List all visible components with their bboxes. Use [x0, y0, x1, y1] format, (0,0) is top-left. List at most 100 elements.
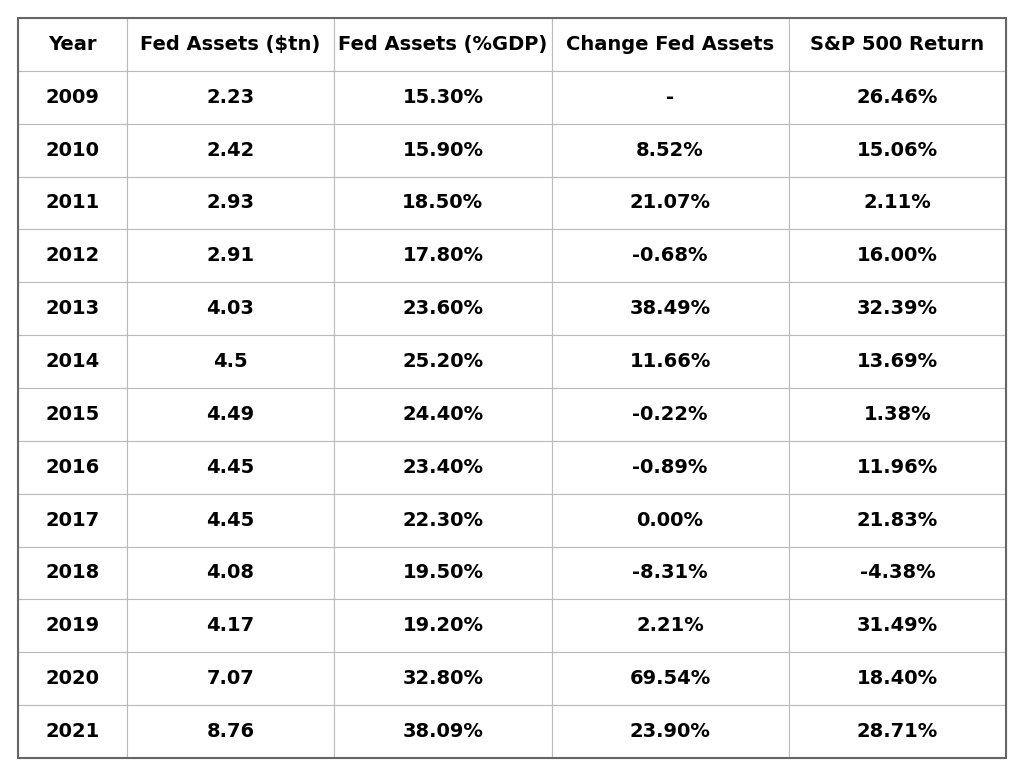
Text: 4.08: 4.08 — [207, 564, 254, 582]
Bar — [334, 283, 552, 335]
Text: 38.09%: 38.09% — [402, 722, 483, 741]
Text: -8.31%: -8.31% — [632, 564, 708, 582]
Text: 2013: 2013 — [45, 300, 99, 318]
Text: 32.39%: 32.39% — [857, 300, 938, 318]
Bar — [127, 652, 334, 705]
Bar — [127, 124, 334, 177]
Bar — [127, 388, 334, 441]
Bar — [788, 494, 1006, 547]
Text: 23.40%: 23.40% — [402, 458, 483, 477]
Bar — [334, 124, 552, 177]
Bar — [127, 18, 334, 71]
Text: 17.80%: 17.80% — [402, 247, 483, 266]
Bar — [18, 71, 127, 124]
Bar — [788, 230, 1006, 283]
Bar — [334, 230, 552, 283]
Bar — [552, 124, 788, 177]
Text: 7.07: 7.07 — [207, 669, 254, 688]
Bar — [552, 652, 788, 705]
Text: 2012: 2012 — [45, 247, 99, 266]
Bar — [334, 547, 552, 600]
Bar — [552, 283, 788, 335]
Text: 2.91: 2.91 — [207, 247, 255, 266]
Bar — [127, 547, 334, 600]
Bar — [127, 705, 334, 758]
Text: 2009: 2009 — [45, 88, 99, 107]
Bar — [18, 388, 127, 441]
Text: 2014: 2014 — [45, 352, 99, 371]
Bar — [334, 71, 552, 124]
Text: 18.40%: 18.40% — [857, 669, 938, 688]
Text: -0.89%: -0.89% — [633, 458, 708, 477]
Bar — [788, 335, 1006, 388]
Text: 4.45: 4.45 — [206, 511, 255, 530]
Text: 19.20%: 19.20% — [402, 617, 483, 635]
Text: 31.49%: 31.49% — [857, 617, 938, 635]
Text: 15.90%: 15.90% — [402, 141, 483, 160]
Text: 2019: 2019 — [45, 617, 99, 635]
Text: 8.76: 8.76 — [207, 722, 255, 741]
Text: 21.83%: 21.83% — [857, 511, 938, 530]
Text: 2.21%: 2.21% — [636, 617, 703, 635]
Bar — [127, 600, 334, 652]
Bar — [552, 388, 788, 441]
Bar — [127, 494, 334, 547]
Bar — [788, 18, 1006, 71]
Bar — [18, 124, 127, 177]
Bar — [334, 600, 552, 652]
Bar — [18, 335, 127, 388]
Bar — [334, 335, 552, 388]
Text: S&P 500 Return: S&P 500 Return — [810, 35, 984, 54]
Bar — [334, 441, 552, 494]
Bar — [127, 441, 334, 494]
Bar — [127, 177, 334, 230]
Text: -4.38%: -4.38% — [859, 564, 935, 582]
Bar — [334, 494, 552, 547]
Text: 8.52%: 8.52% — [636, 141, 703, 160]
Text: 19.50%: 19.50% — [402, 564, 483, 582]
Bar — [788, 547, 1006, 600]
Text: 18.50%: 18.50% — [402, 194, 483, 213]
Bar — [552, 177, 788, 230]
Text: 32.80%: 32.80% — [402, 669, 483, 688]
Bar — [127, 283, 334, 335]
Bar — [334, 705, 552, 758]
Text: 25.20%: 25.20% — [402, 352, 483, 371]
Bar — [552, 71, 788, 124]
Bar — [18, 652, 127, 705]
Text: 4.03: 4.03 — [207, 300, 254, 318]
Text: 26.46%: 26.46% — [857, 88, 938, 107]
Text: 2.11%: 2.11% — [863, 194, 931, 213]
Text: 15.30%: 15.30% — [402, 88, 483, 107]
Text: 22.30%: 22.30% — [402, 511, 483, 530]
Bar — [334, 388, 552, 441]
Text: 15.06%: 15.06% — [857, 141, 938, 160]
Bar — [788, 705, 1006, 758]
Text: 2.23: 2.23 — [207, 88, 255, 107]
Bar — [334, 18, 552, 71]
Text: 2.42: 2.42 — [206, 141, 255, 160]
Bar — [788, 283, 1006, 335]
Text: Change Fed Assets: Change Fed Assets — [566, 35, 774, 54]
Text: 2021: 2021 — [45, 722, 99, 741]
Text: -0.68%: -0.68% — [633, 247, 708, 266]
Text: 23.90%: 23.90% — [630, 722, 711, 741]
Bar — [18, 441, 127, 494]
Text: 2018: 2018 — [45, 564, 99, 582]
Bar — [127, 335, 334, 388]
Text: 0.00%: 0.00% — [637, 511, 703, 530]
Text: Fed Assets ($tn): Fed Assets ($tn) — [140, 35, 321, 54]
Text: 11.96%: 11.96% — [857, 458, 938, 477]
Text: 2016: 2016 — [45, 458, 99, 477]
Bar — [552, 441, 788, 494]
Bar — [18, 705, 127, 758]
Bar — [18, 230, 127, 283]
Bar — [552, 18, 788, 71]
Text: 4.17: 4.17 — [207, 617, 255, 635]
Bar — [334, 652, 552, 705]
Bar — [18, 177, 127, 230]
Text: 69.54%: 69.54% — [630, 669, 711, 688]
Bar — [552, 547, 788, 600]
Bar — [552, 335, 788, 388]
Text: -: - — [666, 88, 674, 107]
